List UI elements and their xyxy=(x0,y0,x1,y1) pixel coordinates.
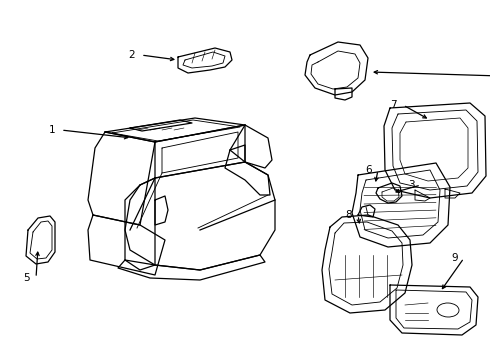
Text: 8: 8 xyxy=(345,210,352,220)
Text: 1: 1 xyxy=(49,125,55,135)
Text: 6: 6 xyxy=(366,165,372,175)
Text: 2: 2 xyxy=(128,50,135,60)
Text: 5: 5 xyxy=(24,273,30,283)
Text: 7: 7 xyxy=(391,100,397,110)
Text: 3: 3 xyxy=(408,180,415,190)
Text: 9: 9 xyxy=(451,253,458,263)
